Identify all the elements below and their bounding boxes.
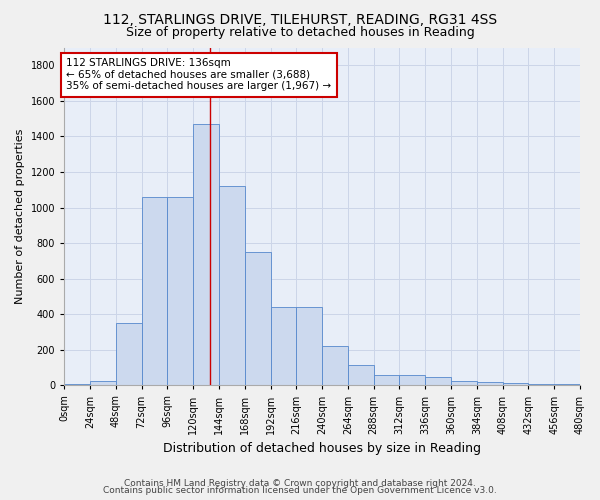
Bar — [116, 323, 142, 386]
Text: 112 STARLINGS DRIVE: 136sqm
← 65% of detached houses are smaller (3,688)
35% of : 112 STARLINGS DRIVE: 136sqm ← 65% of det… — [67, 58, 331, 92]
Text: 112, STARLINGS DRIVE, TILEHURST, READING, RG31 4SS: 112, STARLINGS DRIVE, TILEHURST, READING… — [103, 12, 497, 26]
Bar — [554, 384, 580, 386]
Text: Size of property relative to detached houses in Reading: Size of property relative to detached ho… — [125, 26, 475, 39]
Bar — [503, 382, 529, 386]
Bar — [245, 252, 271, 386]
Bar — [219, 186, 245, 386]
Bar — [142, 197, 167, 386]
Bar — [193, 124, 219, 386]
Bar — [451, 381, 477, 386]
Bar — [167, 197, 193, 386]
Bar — [529, 384, 554, 386]
Bar — [322, 346, 348, 386]
X-axis label: Distribution of detached houses by size in Reading: Distribution of detached houses by size … — [163, 442, 481, 455]
Y-axis label: Number of detached properties: Number of detached properties — [15, 129, 25, 304]
Bar — [348, 365, 374, 386]
Bar — [90, 381, 116, 386]
Text: Contains public sector information licensed under the Open Government Licence v3: Contains public sector information licen… — [103, 486, 497, 495]
Bar — [64, 384, 90, 386]
Text: Contains HM Land Registry data © Crown copyright and database right 2024.: Contains HM Land Registry data © Crown c… — [124, 478, 476, 488]
Bar — [400, 374, 425, 386]
Bar — [296, 307, 322, 386]
Bar — [477, 382, 503, 386]
Bar — [271, 307, 296, 386]
Bar — [374, 374, 400, 386]
Bar — [425, 378, 451, 386]
